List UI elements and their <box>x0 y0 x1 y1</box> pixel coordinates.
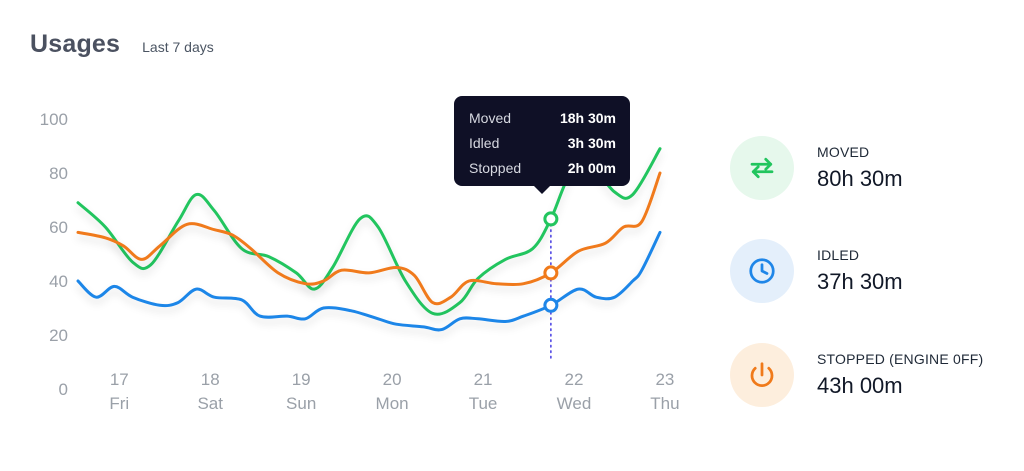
stat-idled: IDLED 37h 30m <box>730 239 903 303</box>
x-tick-day: 18 <box>201 370 220 389</box>
header: Usages Last 7 days <box>30 30 214 59</box>
stat-moved: MOVED 80h 30m <box>730 136 903 200</box>
usage-line-chart: 0 20 40 60 80 100 17 Fri 18 Sat 19 Sun 20 Mon 21 Tue 22 W… <box>40 110 680 413</box>
highlight-point-0 <box>543 211 559 227</box>
series-line-1 <box>76 171 662 306</box>
usage-summary: MOVED 80h 30m IDLED 37h 30m STOPPED (ENG… <box>730 0 1020 471</box>
y-tick-label: 20 <box>49 326 68 345</box>
y-tick-label: 100 <box>40 110 68 129</box>
y-tick-label: 60 <box>49 218 68 237</box>
arrows-swap-icon <box>730 136 794 200</box>
tooltip-value: 18h 30m <box>559 109 616 126</box>
x-tick-day: 17 <box>110 370 129 389</box>
x-tick-day: 21 <box>474 370 493 389</box>
x-tick-day: 22 <box>565 370 584 389</box>
x-tick-weekday: Fri <box>109 394 129 413</box>
tooltip-value: 2h 00m <box>567 159 616 176</box>
tooltip-label: Idled <box>469 134 500 151</box>
highlight-point-2 <box>543 297 559 313</box>
chart-tooltip: Moved 18h 30m Idled 3h 30m Stopped 2h 00… <box>454 96 630 194</box>
x-tick-weekday: Thu <box>650 394 679 413</box>
tooltip-row-stopped: Stopped 2h 00m <box>469 155 616 180</box>
stat-label: STOPPED (ENGINE 0FF) <box>817 351 984 367</box>
date-range-label: Last 7 days <box>142 39 214 55</box>
stat-value: 43h 00m <box>817 373 903 398</box>
x-tick-weekday: Tue <box>469 394 498 413</box>
y-tick-label: 80 <box>49 164 68 183</box>
x-tick-weekday: Sat <box>197 394 223 413</box>
tooltip-label: Moved <box>469 109 512 126</box>
clock-icon <box>730 239 794 303</box>
x-tick-weekday: Wed <box>557 394 592 413</box>
tooltip-row-moved: Moved 18h 30m <box>469 105 616 130</box>
x-tick-day: 20 <box>383 370 402 389</box>
x-tick-day: 23 <box>655 370 674 389</box>
page-title: Usages <box>30 30 121 58</box>
stat-value: 80h 30m <box>817 166 903 191</box>
tooltip-row-idled: Idled 3h 30m <box>469 130 616 155</box>
x-tick-day: 19 <box>292 370 311 389</box>
stat-label: IDLED <box>817 247 860 263</box>
power-icon <box>730 343 794 407</box>
stat-stopped: STOPPED (ENGINE 0FF) 43h 00m <box>730 343 983 407</box>
series-line-2 <box>76 230 662 332</box>
highlight-point-1 <box>543 265 559 281</box>
tooltip-label: Stopped <box>469 159 522 176</box>
stat-label: MOVED <box>817 144 870 160</box>
x-tick-weekday: Mon <box>376 394 409 413</box>
tooltip-value: 3h 30m <box>567 134 616 151</box>
y-tick-label: 0 <box>59 380 68 399</box>
y-tick-label: 40 <box>49 272 68 291</box>
stat-value: 37h 30m <box>817 269 903 294</box>
x-tick-weekday: Sun <box>286 394 316 413</box>
